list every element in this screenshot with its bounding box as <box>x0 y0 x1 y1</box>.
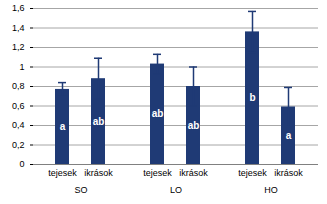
svg-text:tejesek: tejesek <box>48 168 77 178</box>
svg-text:0,2: 0,2 <box>12 140 25 150</box>
svg-text:1,2: 1,2 <box>12 42 25 52</box>
svg-text:LO: LO <box>170 185 182 195</box>
svg-text:1,6: 1,6 <box>12 3 25 13</box>
svg-text:0,8: 0,8 <box>12 81 25 91</box>
svg-text:0: 0 <box>19 159 24 169</box>
svg-text:tejesek: tejesek <box>238 168 267 178</box>
svg-text:0,6: 0,6 <box>12 101 25 111</box>
svg-text:ab: ab <box>188 120 200 131</box>
svg-text:0,4: 0,4 <box>12 120 25 130</box>
svg-text:HO: HO <box>264 185 278 195</box>
svg-text:a: a <box>286 130 292 141</box>
svg-text:ikrások: ikrások <box>84 168 113 178</box>
svg-text:1,4: 1,4 <box>12 23 25 33</box>
svg-text:SO: SO <box>74 185 87 195</box>
svg-text:ab: ab <box>93 116 105 127</box>
svg-text:ikrások: ikrások <box>179 168 208 178</box>
svg-text:ikrások: ikrások <box>274 168 303 178</box>
svg-text:1: 1 <box>19 62 24 72</box>
svg-text:a: a <box>60 121 66 132</box>
svg-text:tejesek: tejesek <box>143 168 172 178</box>
svg-text:b: b <box>249 92 255 103</box>
svg-text:ab: ab <box>152 108 164 119</box>
